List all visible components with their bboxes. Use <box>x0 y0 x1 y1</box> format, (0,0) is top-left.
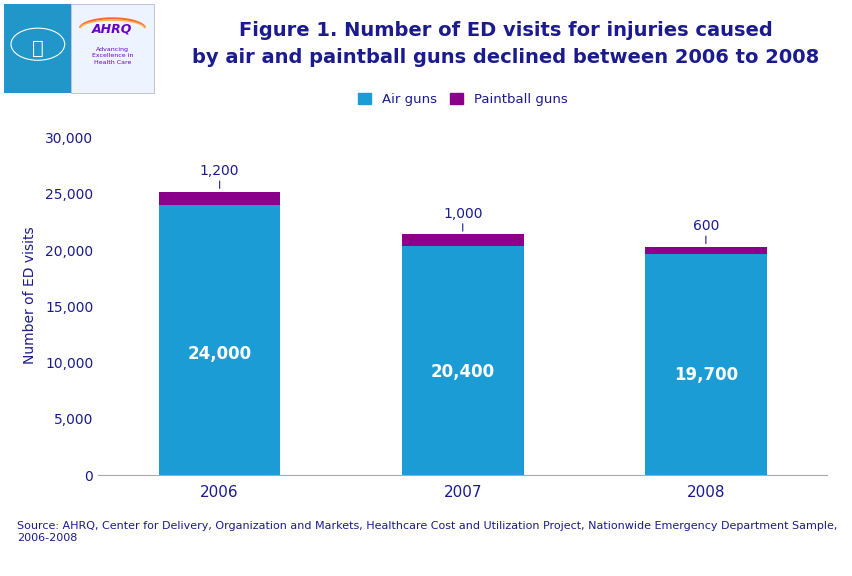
FancyBboxPatch shape <box>72 4 153 93</box>
Legend: Air guns, Paintball guns: Air guns, Paintball guns <box>358 93 567 106</box>
Text: 600: 600 <box>692 219 718 244</box>
Text: 1,000: 1,000 <box>442 207 482 231</box>
FancyBboxPatch shape <box>4 4 72 93</box>
Bar <box>158 205 280 475</box>
Bar <box>644 247 766 253</box>
Text: 20,400: 20,400 <box>430 363 494 381</box>
Text: 🦅: 🦅 <box>32 39 43 58</box>
Y-axis label: Number of ED visits: Number of ED visits <box>23 226 37 364</box>
Text: Advancing
Excellence in
Health Care: Advancing Excellence in Health Care <box>92 47 133 65</box>
Text: AHRQ: AHRQ <box>92 22 133 36</box>
Text: Source: AHRQ, Center for Delivery, Organization and Markets, Healthcare Cost and: Source: AHRQ, Center for Delivery, Organ… <box>17 521 836 543</box>
Bar <box>401 246 523 475</box>
Bar <box>401 234 523 246</box>
Text: 1,200: 1,200 <box>199 164 239 188</box>
Bar <box>158 192 280 205</box>
Text: Figure 1. Number of ED visits for injuries caused
by air and paintball guns decl: Figure 1. Number of ED visits for injuri… <box>192 21 818 67</box>
Text: 19,700: 19,700 <box>673 366 737 384</box>
Bar <box>644 253 766 475</box>
Text: 24,000: 24,000 <box>187 344 251 363</box>
